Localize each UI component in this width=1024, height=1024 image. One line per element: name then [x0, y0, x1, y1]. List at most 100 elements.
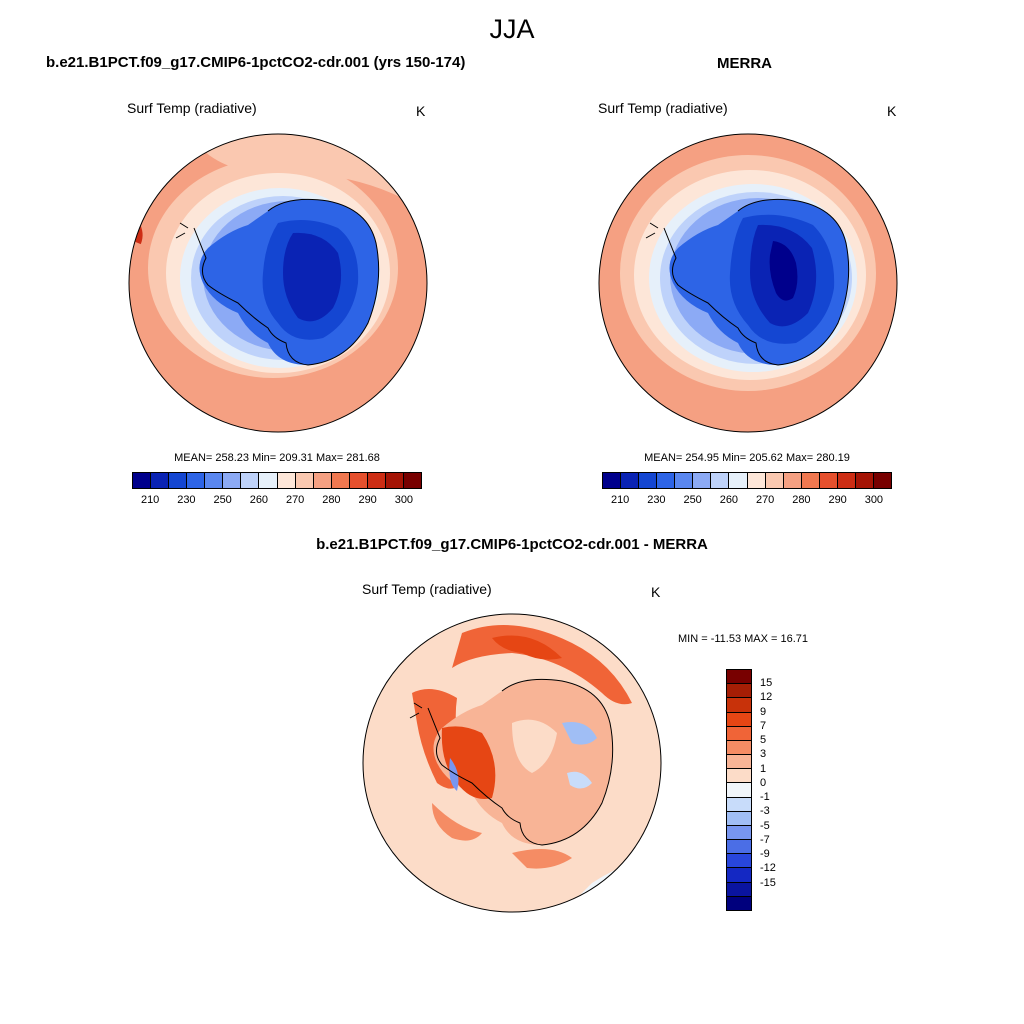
colorbar-tick-label: 260 [249, 494, 269, 506]
colorbar-swatch [205, 473, 224, 488]
colorbar-swatch [603, 473, 622, 488]
diff-units-label: K [651, 584, 661, 600]
colorbar-swatch [727, 825, 751, 841]
colorbar-swatch [295, 473, 314, 488]
obs-variable-label: Surf Temp (radiative) [598, 100, 728, 116]
colorbar-tick-label: 290 [358, 494, 377, 506]
diff-colorbar [726, 669, 752, 911]
colorbar-swatch [727, 811, 751, 826]
obs-colorbar-ticks: 210 230 250 260 270 280 290 300 [602, 494, 892, 508]
colorbar-swatch [241, 473, 260, 488]
obs-colorbar [602, 472, 892, 489]
colorbar-swatch [133, 473, 152, 488]
diff-variable-label: Surf Temp (radiative) [362, 581, 492, 597]
colorbar-swatch [727, 712, 751, 727]
colorbar-swatch [727, 797, 751, 812]
colorbar-swatch [403, 473, 421, 488]
colorbar-swatch [367, 473, 386, 488]
model-polar-map [128, 133, 428, 433]
colorbar-tick-label: 230 [177, 494, 196, 506]
diff-polar-map [362, 613, 662, 913]
colorbar-tick-label: 7 [760, 719, 767, 732]
colorbar-swatch [657, 473, 676, 488]
colorbar-swatch [151, 473, 170, 488]
colorbar-swatch [727, 726, 751, 741]
model-colorbar-ticks: 210 230 250 260 270 280 290 300 [132, 494, 422, 508]
colorbar-swatch [259, 473, 278, 488]
colorbar-swatch [765, 473, 784, 488]
obs-polar-map [598, 133, 898, 433]
colorbar-tick-label: 300 [394, 494, 414, 506]
colorbar-swatch [693, 473, 712, 488]
colorbar-swatch [385, 473, 404, 488]
colorbar-swatch [855, 473, 874, 488]
model-units-label: K [416, 103, 426, 119]
diff-stats: MIN = -11.53 MAX = 16.71 [678, 633, 809, 645]
colorbar-tick-label: 210 [610, 494, 630, 506]
colorbar-swatch [349, 473, 368, 488]
colorbar-swatch [819, 473, 838, 488]
colorbar-swatch [727, 882, 751, 897]
colorbar-tick-label: 290 [828, 494, 847, 506]
colorbar-tick-label: 1 [760, 762, 767, 775]
colorbar-swatch [727, 670, 751, 685]
colorbar-swatch [331, 473, 350, 488]
colorbar-swatch [837, 473, 856, 488]
colorbar-swatch [783, 473, 802, 488]
colorbar-swatch [675, 473, 694, 488]
model-variable-label: Surf Temp (radiative) [127, 100, 257, 116]
colorbar-tick-label: 270 [755, 494, 775, 506]
colorbar-tick-label: 210 [140, 494, 160, 506]
obs-panel-title: MERRA [717, 55, 772, 72]
colorbar-swatch [639, 473, 658, 488]
colorbar-swatch [727, 868, 751, 883]
colorbar-tick-label: -1 [760, 791, 770, 804]
colorbar-swatch [727, 783, 751, 798]
model-colorbar [132, 472, 422, 489]
model-stats: MEAN= 258.23 Min= 209.31 Max= 281.68 [174, 452, 380, 464]
colorbar-swatch [277, 473, 296, 488]
colorbar-swatch [727, 854, 751, 869]
obs-stats: MEAN= 254.95 Min= 205.62 Max= 280.19 [644, 452, 850, 464]
colorbar-swatch [727, 896, 751, 910]
colorbar-swatch [747, 473, 766, 488]
season-title: JJA [489, 14, 535, 44]
colorbar-tick-label: -9 [760, 848, 770, 861]
colorbar-tick-label: -12 [760, 862, 776, 875]
colorbar-swatch [621, 473, 640, 488]
colorbar-swatch [223, 473, 242, 488]
colorbar-swatch [727, 698, 751, 713]
colorbar-tick-label: 0 [760, 776, 767, 789]
colorbar-swatch [873, 473, 891, 488]
diff-panel-title: b.e21.B1PCT.f09_g17.CMIP6-1pctCO2-cdr.00… [316, 536, 708, 553]
obs-units-label: K [887, 103, 897, 119]
colorbar-swatch [313, 473, 332, 488]
colorbar-tick-label: -3 [760, 805, 770, 818]
colorbar-swatch [711, 473, 730, 488]
colorbar-tick-label: 280 [792, 494, 811, 506]
colorbar-swatch [729, 473, 748, 488]
colorbar-tick-label: 280 [322, 494, 341, 506]
colorbar-swatch [727, 769, 751, 784]
colorbar-tick-label: 230 [647, 494, 666, 506]
colorbar-tick-label: -7 [760, 833, 770, 846]
colorbar-swatch [727, 840, 751, 855]
colorbar-tick-label: 12 [760, 691, 773, 704]
colorbar-tick-label: 5 [760, 734, 767, 747]
colorbar-tick-label: 250 [683, 494, 702, 506]
colorbar-swatch [727, 684, 751, 699]
colorbar-tick-label: -15 [760, 876, 776, 889]
colorbar-tick-label: 260 [719, 494, 739, 506]
colorbar-swatch [801, 473, 820, 488]
colorbar-tick-label: 270 [285, 494, 305, 506]
model-panel-title: b.e21.B1PCT.f09_g17.CMIP6-1pctCO2-cdr.00… [46, 54, 466, 71]
colorbar-tick-label: 3 [760, 748, 767, 761]
colorbar-swatch [727, 740, 751, 756]
colorbar-swatch [727, 755, 751, 770]
colorbar-tick-label: 250 [213, 494, 232, 506]
colorbar-tick-label: 9 [760, 705, 767, 718]
colorbar-tick-label: -5 [760, 819, 770, 832]
colorbar-tick-label: 15 [760, 677, 773, 690]
colorbar-tick-label: 300 [864, 494, 884, 506]
colorbar-swatch [169, 473, 188, 488]
